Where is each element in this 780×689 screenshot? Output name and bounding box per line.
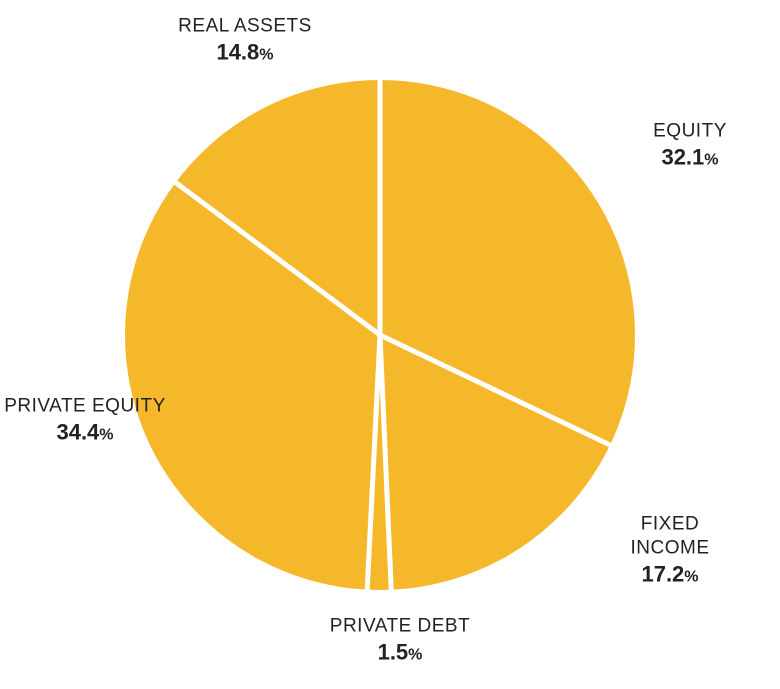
pie-label-value: 17.2% [615, 560, 725, 588]
pie-label-name: PRIVATE EQUITY [4, 394, 166, 418]
pie-label-private_equity: PRIVATE EQUITY34.4% [4, 394, 166, 445]
pie-label-name: REAL ASSETS [178, 14, 312, 38]
pie-label-real_assets: REAL ASSETS14.8% [178, 14, 312, 65]
pie-label-equity: EQUITY32.1% [653, 119, 727, 170]
pie-label-private_debt: PRIVATE DEBT1.5% [330, 614, 470, 665]
pie-label-value: 34.4% [4, 418, 166, 446]
pie-label-fixed_income: FIXED INCOME17.2% [615, 513, 725, 588]
pie-label-name: FIXED INCOME [615, 513, 725, 561]
pie-label-value: 14.8% [178, 38, 312, 66]
pie-label-name: EQUITY [653, 119, 727, 143]
pie-label-value: 32.1% [653, 143, 727, 171]
pie-label-name: PRIVATE DEBT [330, 614, 470, 638]
pie-label-value: 1.5% [330, 638, 470, 666]
